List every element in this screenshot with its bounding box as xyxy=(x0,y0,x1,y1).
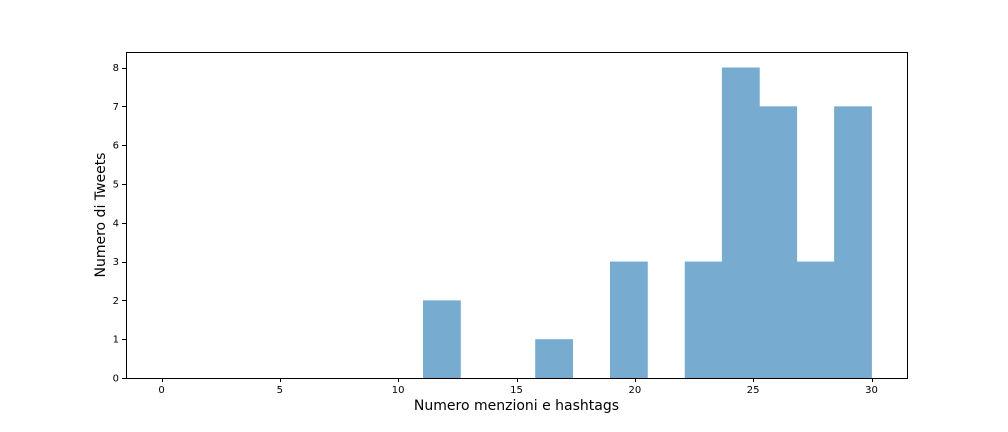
x-tick-label: 30 xyxy=(865,385,878,396)
x-tick-label: 5 xyxy=(277,385,283,396)
histogram-bar-18 xyxy=(834,106,872,378)
histogram-bar-7 xyxy=(423,300,461,378)
y-tick-label: 5 xyxy=(113,179,119,190)
x-tick-label: 25 xyxy=(747,385,760,396)
y-tick-label: 7 xyxy=(113,102,119,113)
y-tick-label: 0 xyxy=(113,374,119,385)
y-tick-label: 6 xyxy=(113,141,119,152)
histogram-bars xyxy=(423,67,872,379)
y-axis-ticks: 0 1 2 3 4 5 6 7 8 xyxy=(113,63,126,385)
x-tick-label: 15 xyxy=(510,385,523,396)
y-tick-label: 3 xyxy=(113,257,119,268)
y-tick-label: 1 xyxy=(113,335,119,346)
y-tick-label: 2 xyxy=(113,296,119,307)
y-tick-label: 4 xyxy=(113,218,119,229)
histogram-bar-14 xyxy=(684,261,723,378)
histogram-bar-17 xyxy=(796,261,835,378)
histogram-bar-16 xyxy=(759,106,798,378)
x-axis-ticks: 0 5 10 15 20 25 30 xyxy=(158,378,878,396)
x-tick-label: 10 xyxy=(392,385,405,396)
y-axis-label: Numero di Tweets xyxy=(93,153,109,278)
x-tick-label: 0 xyxy=(158,385,164,396)
histogram-bar-12 xyxy=(609,261,648,378)
histogram-bar-15 xyxy=(721,67,760,379)
y-tick-label: 8 xyxy=(113,63,119,74)
plot-area-frame xyxy=(126,52,908,379)
histogram-bar-10 xyxy=(535,339,573,378)
x-tick-label: 20 xyxy=(628,385,641,396)
x-axis-label: Numero menzioni e hashtags xyxy=(414,398,619,414)
